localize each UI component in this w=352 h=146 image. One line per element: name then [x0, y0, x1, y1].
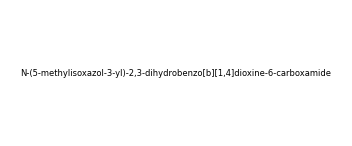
Text: N-(5-methylisoxazol-3-yl)-2,3-dihydrobenzo[b][1,4]dioxine-6-carboxamide: N-(5-methylisoxazol-3-yl)-2,3-dihydroben…: [20, 68, 332, 78]
